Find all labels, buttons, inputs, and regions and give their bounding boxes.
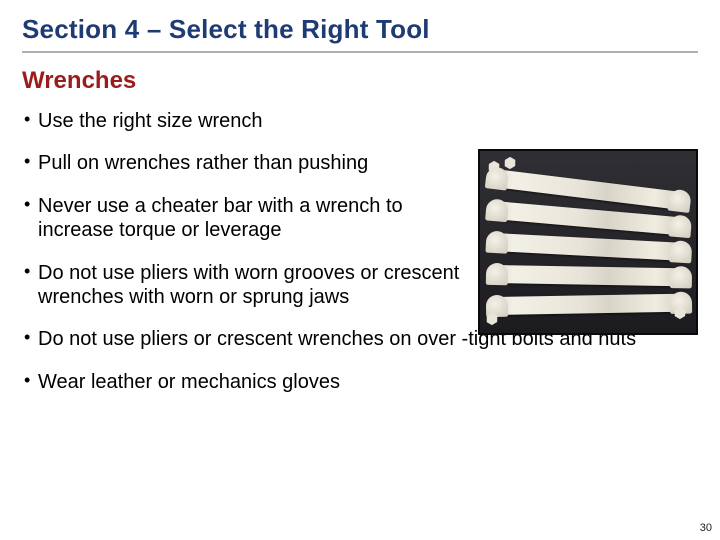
wrench-icon: [494, 233, 685, 261]
bullet-list-bottom: Do not use pliers or crescent wrenches o…: [22, 327, 462, 394]
section-subtitle: Wrenches: [22, 67, 698, 95]
list-item: Never use a cheater bar with a wrench to…: [22, 194, 462, 243]
bullet-list-top: Use the right size wrench Pull on wrench…: [22, 109, 462, 309]
content-area: Wrenches Use the right size wrench Pull …: [22, 67, 698, 394]
list-item: Wear leather or mechanics gloves: [22, 370, 662, 394]
list-item: Do not use pliers with worn grooves or c…: [22, 261, 462, 310]
slide: Section 4 – Select the Right Tool Wrench…: [0, 0, 720, 540]
nut-icon: [502, 155, 518, 171]
slide-title: Section 4 – Select the Right Tool: [22, 14, 698, 45]
list-item: Use the right size wrench: [22, 109, 462, 133]
title-divider: [22, 51, 698, 53]
page-number: 30: [700, 522, 712, 534]
list-item: Pull on wrenches rather than pushing: [22, 151, 462, 175]
wrench-icon: [494, 294, 684, 315]
wrenches-image: [478, 149, 698, 335]
wrench-icon: [494, 265, 684, 286]
